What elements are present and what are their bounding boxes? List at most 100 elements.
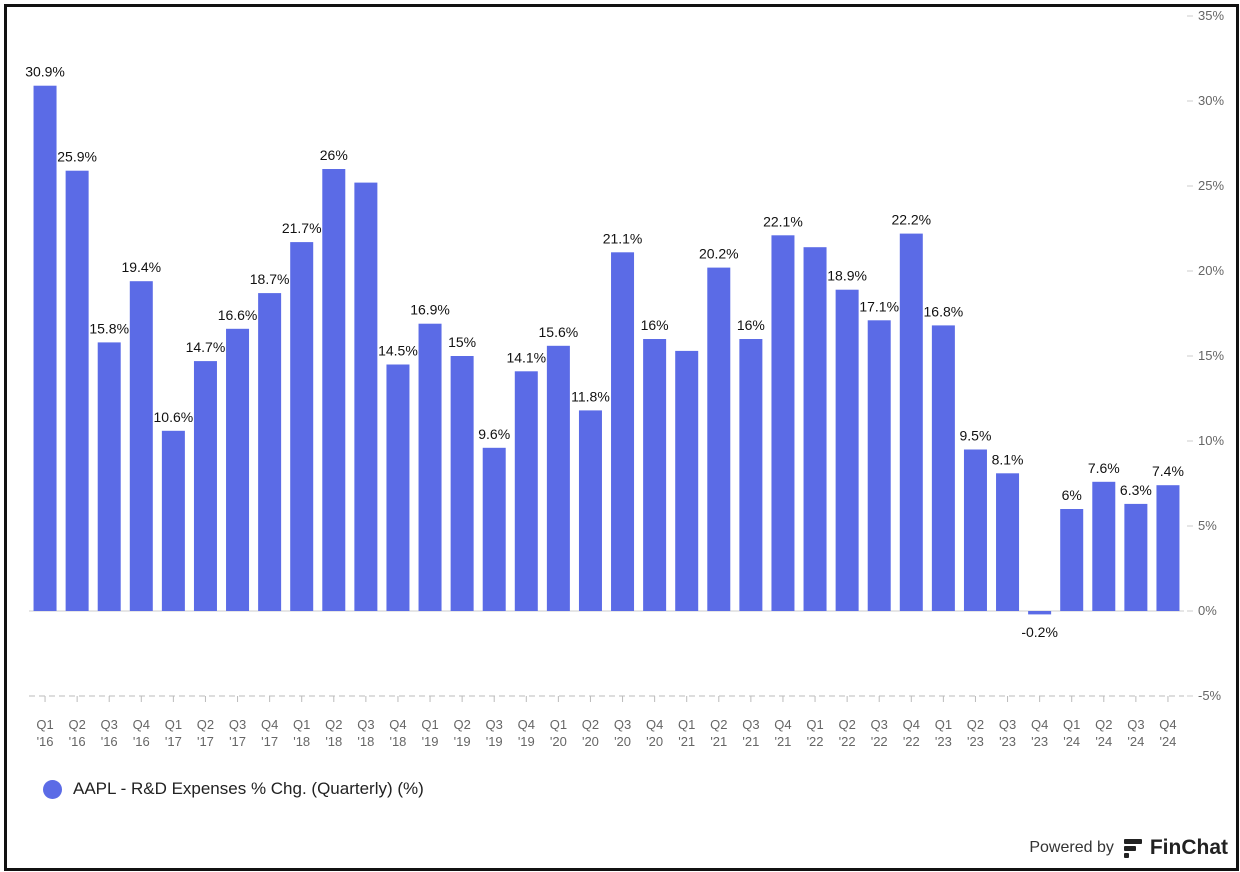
data-label: 21.1% xyxy=(603,230,643,246)
x-tick-label-quarter: Q1 xyxy=(36,717,53,732)
x-tick-label-quarter: Q2 xyxy=(967,717,984,732)
x-tick-label-year: '24 xyxy=(1063,734,1080,749)
bar xyxy=(1124,503,1148,611)
bar xyxy=(258,293,282,611)
bar xyxy=(578,410,602,611)
x-tick-label-year: '17 xyxy=(229,734,246,749)
x-tick-label-year: '22 xyxy=(903,734,920,749)
x-tick-label-quarter: Q3 xyxy=(101,717,118,732)
bar xyxy=(899,233,923,611)
x-tick-label-year: '20 xyxy=(646,734,663,749)
x-tick-label-year: '18 xyxy=(325,734,342,749)
x-tick-label-year: '19 xyxy=(486,734,503,749)
x-tick-label-quarter: Q2 xyxy=(582,717,599,732)
x-tick-label-quarter: Q4 xyxy=(518,717,535,732)
data-label: 9.5% xyxy=(959,428,991,444)
bar xyxy=(33,85,57,611)
data-label: 15% xyxy=(448,334,476,350)
data-label: 6.3% xyxy=(1120,482,1152,498)
x-tick-label-year: '16 xyxy=(133,734,150,749)
x-tick-label-year: '22 xyxy=(807,734,824,749)
x-tick-label-quarter: Q1 xyxy=(678,717,695,732)
x-tick-label-year: '21 xyxy=(774,734,791,749)
bar xyxy=(546,345,570,611)
bar xyxy=(803,247,827,611)
bar xyxy=(771,235,795,612)
brand-name: FinChat xyxy=(1149,836,1228,859)
x-tick-label-year: '22 xyxy=(839,734,856,749)
x-tick-label-year: '23 xyxy=(967,734,984,749)
x-tick-label-quarter: Q4 xyxy=(903,717,920,732)
powered-by-text: Powered by xyxy=(1029,839,1114,856)
x-tick-label-year: '18 xyxy=(389,734,406,749)
x-tick-label-quarter: Q3 xyxy=(614,717,631,732)
data-label: 16.8% xyxy=(924,303,964,319)
x-tick-label-year: '22 xyxy=(871,734,888,749)
data-label: 21.7% xyxy=(282,220,322,236)
x-tick-label-year: '18 xyxy=(357,734,374,749)
x-tick-label-year: '16 xyxy=(69,734,86,749)
powered-by: Powered by FinChat xyxy=(1029,836,1228,860)
bar xyxy=(643,339,667,611)
bar xyxy=(386,364,410,611)
data-label: 14.1% xyxy=(506,349,546,365)
bar xyxy=(835,289,859,611)
x-tick-label-quarter: Q2 xyxy=(710,717,727,732)
x-tick-label-year: '20 xyxy=(582,734,599,749)
x-tick-label-quarter: Q3 xyxy=(871,717,888,732)
data-label: 26% xyxy=(320,147,348,163)
bar xyxy=(97,342,121,611)
y-tick-label: -5% xyxy=(1198,688,1222,703)
finchat-logo-icon xyxy=(1123,839,1142,858)
legend[interactable]: AAPL - R&D Expenses % Chg. (Quarterly) (… xyxy=(43,779,424,799)
x-tick-label-quarter: Q1 xyxy=(550,717,567,732)
data-label: 18.9% xyxy=(827,268,867,284)
data-label: -0.2% xyxy=(1021,624,1058,640)
x-tick-label-year: '16 xyxy=(101,734,118,749)
y-tick-label: 30% xyxy=(1198,93,1224,108)
bar xyxy=(65,170,89,611)
bar xyxy=(482,447,506,611)
x-tick-label-year: '20 xyxy=(550,734,567,749)
bar xyxy=(963,449,987,611)
data-label: 17.1% xyxy=(859,298,899,314)
x-tick-label-year: '21 xyxy=(678,734,695,749)
chart-frame: 35% 30% 25% 20% 15% 10% 5% 0% -5% Q1 '16 30.9% Q2 '16… xyxy=(4,4,1239,871)
bar xyxy=(739,339,763,611)
x-tick-label-quarter: Q1 xyxy=(421,717,438,732)
x-tick-label-year: '24 xyxy=(1127,734,1144,749)
x-tick-label-quarter: Q4 xyxy=(774,717,791,732)
data-label: 30.9% xyxy=(25,64,65,80)
x-tick-label-year: '23 xyxy=(1031,734,1048,749)
data-label: 10.6% xyxy=(154,409,194,425)
y-tick-label: 20% xyxy=(1198,263,1224,278)
x-tick-label-quarter: Q4 xyxy=(133,717,150,732)
x-tick-label-year: '21 xyxy=(742,734,759,749)
bar xyxy=(226,328,250,611)
bar xyxy=(867,320,891,611)
data-label: 14.5% xyxy=(378,343,418,359)
x-tick-label-quarter: Q1 xyxy=(1063,717,1080,732)
x-tick-label-quarter: Q3 xyxy=(486,717,503,732)
data-label: 16.6% xyxy=(218,307,258,323)
bar xyxy=(322,169,346,611)
y-tick-label: 25% xyxy=(1198,178,1224,193)
x-tick-label-year: '17 xyxy=(261,734,278,749)
bar-chart: 35% 30% 25% 20% 15% 10% 5% 0% -5% Q1 '16 30.9% Q2 '16… xyxy=(25,8,1224,749)
y-tick-label: 5% xyxy=(1198,518,1217,533)
bar xyxy=(354,182,378,611)
bar xyxy=(1028,611,1052,615)
bar xyxy=(161,430,185,611)
bar xyxy=(193,361,217,611)
x-tick-label-year: '19 xyxy=(422,734,439,749)
x-tick-label-year: '17 xyxy=(197,734,214,749)
x-tick-label-quarter: Q2 xyxy=(325,717,342,732)
x-tick-label-year: '19 xyxy=(454,734,471,749)
x-tick-label-quarter: Q2 xyxy=(197,717,214,732)
x-tick-label-year: '20 xyxy=(614,734,631,749)
x-tick-label-quarter: Q4 xyxy=(1159,717,1176,732)
legend-marker xyxy=(43,779,62,799)
x-tick-label-quarter: Q1 xyxy=(806,717,823,732)
data-label: 16% xyxy=(641,317,669,333)
bar xyxy=(1156,485,1180,611)
